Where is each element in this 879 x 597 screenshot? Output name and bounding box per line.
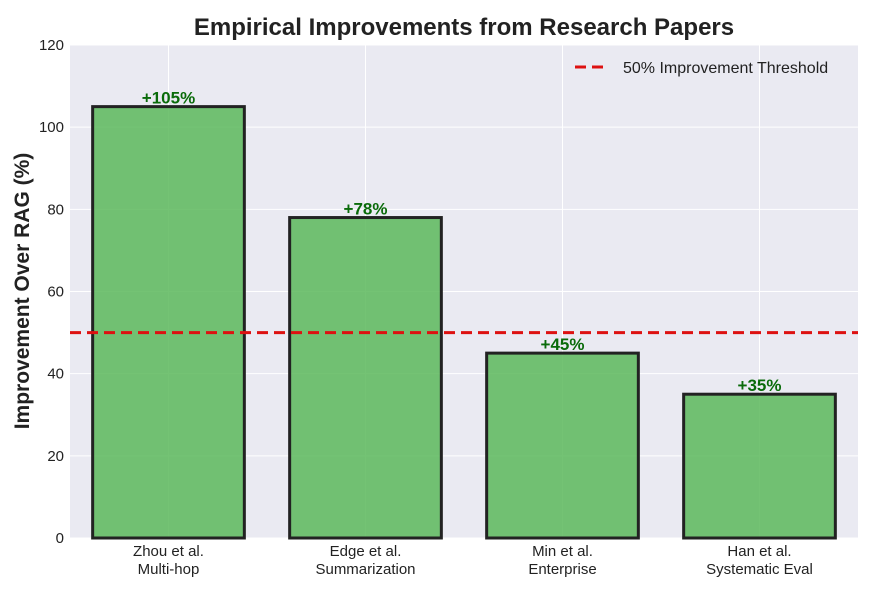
bars xyxy=(91,105,837,540)
bar xyxy=(91,105,246,540)
y-tick-label: 40 xyxy=(47,366,64,383)
y-tick-label: 60 xyxy=(47,284,64,301)
y-axis-label: Improvement Over RAG (%) xyxy=(11,153,34,430)
chart-title: Empirical Improvements from Research Pap… xyxy=(194,14,734,41)
data-labels: +105% +78% +45% +35% xyxy=(142,89,782,396)
y-tick-label: 0 xyxy=(56,530,64,547)
data-label: +78% xyxy=(344,200,388,219)
bar xyxy=(682,392,837,540)
bar xyxy=(485,351,640,540)
y-axis-ticks: 0 20 40 60 80 100 120 xyxy=(39,37,64,547)
legend: 50% Improvement Threshold xyxy=(575,60,828,77)
x-tick-label: Zhou et al. xyxy=(133,543,204,560)
x-tick-label: Min et al. xyxy=(532,543,593,560)
bar xyxy=(288,216,443,540)
y-tick-label: 20 xyxy=(47,448,64,465)
x-axis-categories: Zhou et al.Multi-hop Edge et al.Summariza… xyxy=(133,543,813,578)
legend-threshold-label: 50% Improvement Threshold xyxy=(623,60,828,77)
y-tick-label: 80 xyxy=(47,201,64,218)
x-tick-label: Systematic Eval xyxy=(706,561,813,578)
data-label: +35% xyxy=(738,376,782,395)
x-tick-label: Multi-hop xyxy=(138,561,200,578)
y-tick-label: 120 xyxy=(39,37,64,54)
y-tick-label: 100 xyxy=(39,119,64,136)
data-label: +105% xyxy=(142,89,195,108)
data-label: +45% xyxy=(541,335,585,354)
x-tick-label: Han et al. xyxy=(727,543,791,560)
x-tick-label: Edge et al. xyxy=(330,543,402,560)
x-tick-label: Enterprise xyxy=(528,561,596,578)
x-tick-label: Summarization xyxy=(315,561,415,578)
